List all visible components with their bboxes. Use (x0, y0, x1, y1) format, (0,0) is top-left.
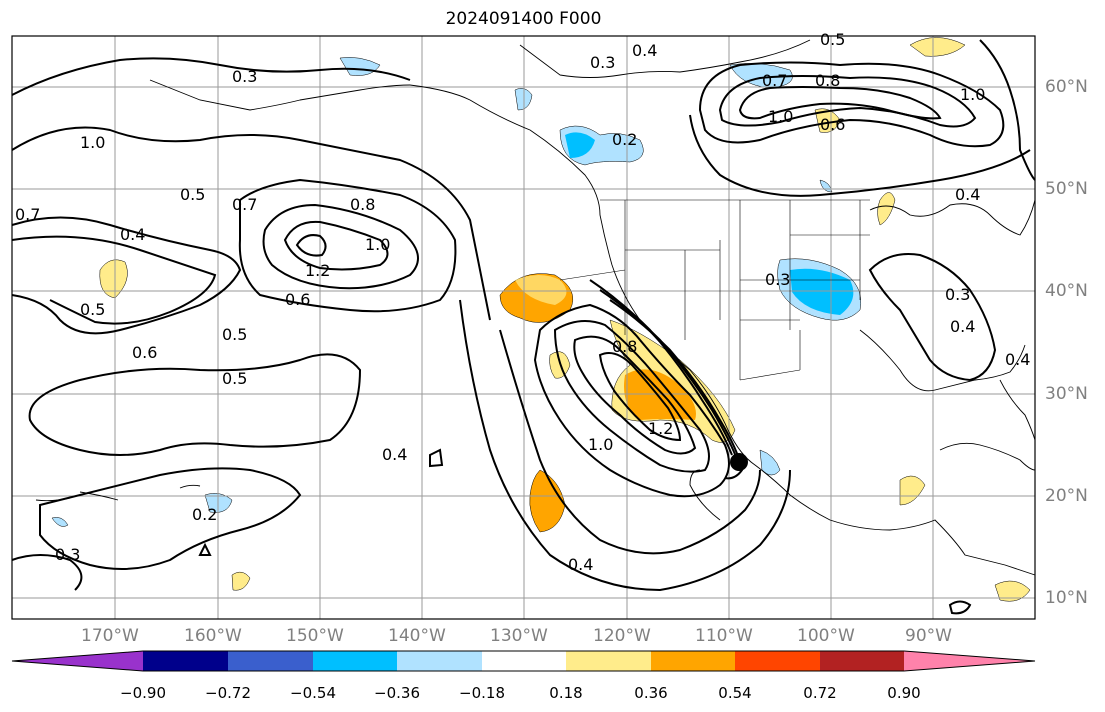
colorbar-swatch (143, 651, 228, 671)
colorbar-swatch (651, 651, 735, 671)
contour-label: 0.5 (820, 30, 845, 49)
colorbar-label: 0.36 (634, 684, 668, 702)
lat-tick-label: 20°N (1045, 486, 1088, 506)
contour-label: 0.3 (590, 53, 615, 72)
contour-label: 1.2 (648, 419, 673, 438)
coastlines (35, 39, 1036, 576)
contour-label: 0.6 (132, 343, 157, 362)
colorbar-swatch (313, 651, 397, 671)
lat-tick-label: 60°N (1045, 77, 1088, 97)
contour-label: 0.7 (762, 71, 787, 90)
contour-label: 0.2 (612, 130, 637, 149)
contour-label: 0.4 (1005, 350, 1030, 369)
contour-label: 0.3 (945, 285, 970, 304)
contour-label: 0.4 (632, 41, 657, 60)
contour-label: 0.5 (222, 325, 247, 344)
colorbar-label: 0.18 (549, 684, 583, 702)
contour-label: 1.0 (588, 435, 613, 454)
lon-tick-label: 140°W (388, 626, 446, 646)
contour-label: 0.5 (180, 185, 205, 204)
colorbar-swatch (228, 651, 313, 671)
lat-lon-grid (12, 36, 1035, 619)
contour-label: 0.4 (120, 225, 145, 244)
contour-label: 0.7 (15, 205, 40, 224)
contour-label: 0.3 (232, 67, 257, 86)
contour-label: 0.4 (382, 445, 407, 464)
contour-label: 0.5 (222, 369, 247, 388)
storm-center-marker (730, 453, 748, 471)
contour-label: 1.0 (80, 133, 105, 152)
contour-label: 0.3 (765, 270, 790, 289)
state-borders (559, 199, 870, 381)
lon-tick-label: 90°W (905, 626, 952, 646)
contour-label: 0.5 (80, 300, 105, 319)
colorbar-label: −0.72 (205, 684, 251, 702)
colorbar-label: −0.90 (120, 684, 166, 702)
colorbar-swatch (397, 651, 482, 671)
contour-label: 0.8 (350, 195, 375, 214)
lat-tick-label: 50°N (1045, 179, 1088, 199)
colorbar-label: 0.72 (803, 684, 837, 702)
contour-label: 0.4 (950, 317, 975, 336)
contour-label: 0.8 (815, 71, 840, 90)
lon-tick-label: 120°W (593, 626, 651, 646)
contour-label: 1.0 (960, 85, 985, 104)
contour-label: 0.8 (612, 337, 637, 356)
contour-label: 0.3 (55, 545, 80, 564)
contour-labels: 0.3 0.3 0.4 0.5 0.7 0.8 1.0 0.6 1.0 0.4 … (15, 30, 1030, 574)
map-frame (11, 35, 1036, 620)
colorbar-label: 0.90 (887, 684, 921, 702)
contour-label: 0.2 (192, 505, 217, 524)
lon-tick-label: 100°W (797, 626, 855, 646)
colorbar-label: 0.54 (718, 684, 752, 702)
contour-label: 0.4 (955, 185, 980, 204)
colorbar-swatch (566, 651, 651, 671)
colorbar-swatch (12, 651, 143, 671)
contour-label: 0.7 (232, 195, 257, 214)
colorbar-swatch (735, 651, 820, 671)
lon-tick-label: 160°W (184, 626, 242, 646)
colorbar-outline (11, 650, 1036, 672)
lon-tick-label: 170°W (81, 626, 139, 646)
lon-tick-label: 130°W (490, 626, 548, 646)
contour-label: 1.2 (305, 261, 330, 280)
contour-label: 0.6 (285, 290, 310, 309)
contour-label: 1.0 (365, 235, 390, 254)
contour-label: 1.0 (768, 107, 793, 126)
lat-tick-label: 40°N (1045, 281, 1088, 301)
colorbar (11, 650, 1036, 672)
colorbar-swatch (904, 651, 1035, 671)
lon-tick-label: 110°W (695, 626, 753, 646)
contour-label: 0.6 (820, 115, 845, 134)
colorbar-label: −0.54 (290, 684, 336, 702)
contour-lines (11, 39, 1036, 615)
negative-shading (51, 57, 862, 527)
lon-tick-label: 150°W (286, 626, 344, 646)
colorbar-swatch (820, 651, 904, 671)
colorbar-swatch (482, 651, 566, 671)
map-title: 2024091400 F000 (445, 9, 602, 29)
lat-tick-label: 10°N (1045, 588, 1088, 608)
colorbar-label: −0.36 (374, 684, 420, 702)
colorbar-label: −0.18 (459, 684, 505, 702)
lat-tick-label: 30°N (1045, 384, 1088, 404)
contour-label: 0.4 (568, 555, 593, 574)
